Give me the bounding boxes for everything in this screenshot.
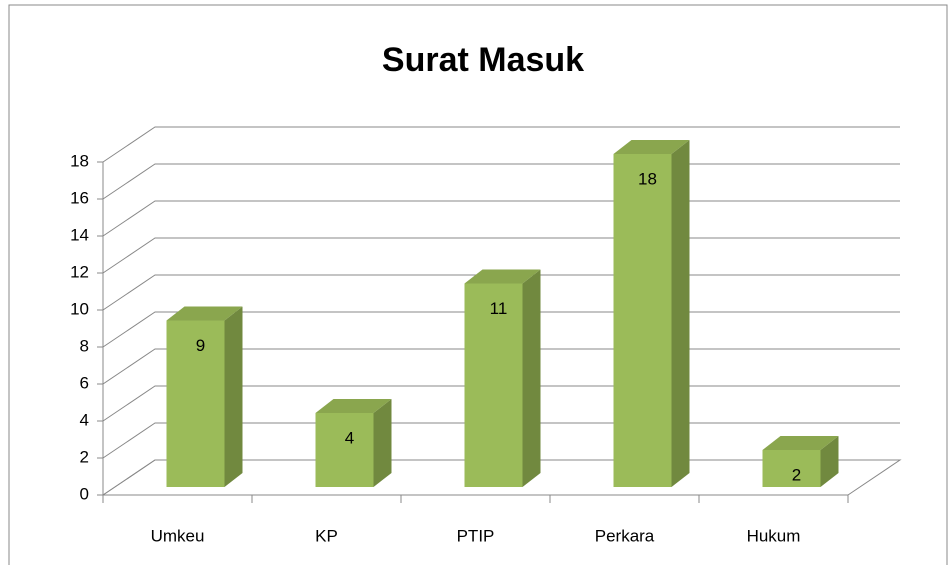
bar-side <box>820 436 839 487</box>
x-tick-label: PTIP <box>457 526 495 545</box>
bar-top <box>315 399 392 413</box>
bar-top <box>166 306 243 321</box>
y-tick-label: 0 <box>80 484 89 503</box>
y-tick-label: 6 <box>80 373 89 392</box>
bar <box>762 450 821 487</box>
bar-side <box>224 306 243 487</box>
data-label: 2 <box>792 465 801 484</box>
y-tick-label: 4 <box>80 410 89 429</box>
y-tick-label: 10 <box>70 299 89 318</box>
x-tick-label: Umkeu <box>151 526 205 545</box>
x-tick-label: KP <box>315 526 338 545</box>
data-label: 9 <box>196 336 205 355</box>
bar <box>464 283 523 487</box>
x-tick-label: Perkara <box>595 526 655 545</box>
y-tick-label: 2 <box>80 447 89 466</box>
bar <box>166 320 225 487</box>
data-label: 4 <box>345 428 354 447</box>
bar-side <box>373 399 392 487</box>
y-tick-label: 8 <box>80 336 89 355</box>
y-tick-label: 14 <box>70 225 89 244</box>
grid-line <box>102 126 900 163</box>
data-label: 18 <box>638 169 657 188</box>
chart-title: Surat Masuk <box>382 41 584 79</box>
bar-side <box>522 269 541 487</box>
y-tick-label: 16 <box>70 188 89 207</box>
bar <box>315 413 374 487</box>
x-tick-label: Hukum <box>747 526 801 545</box>
y-tick-label: 12 <box>70 262 89 281</box>
bar-top <box>464 269 541 284</box>
y-tick-label: 18 <box>70 151 89 170</box>
data-label: 11 <box>490 299 508 318</box>
bar-top <box>613 140 690 154</box>
bar-side <box>671 140 690 487</box>
bar <box>613 154 672 487</box>
bar-top <box>762 436 839 450</box>
